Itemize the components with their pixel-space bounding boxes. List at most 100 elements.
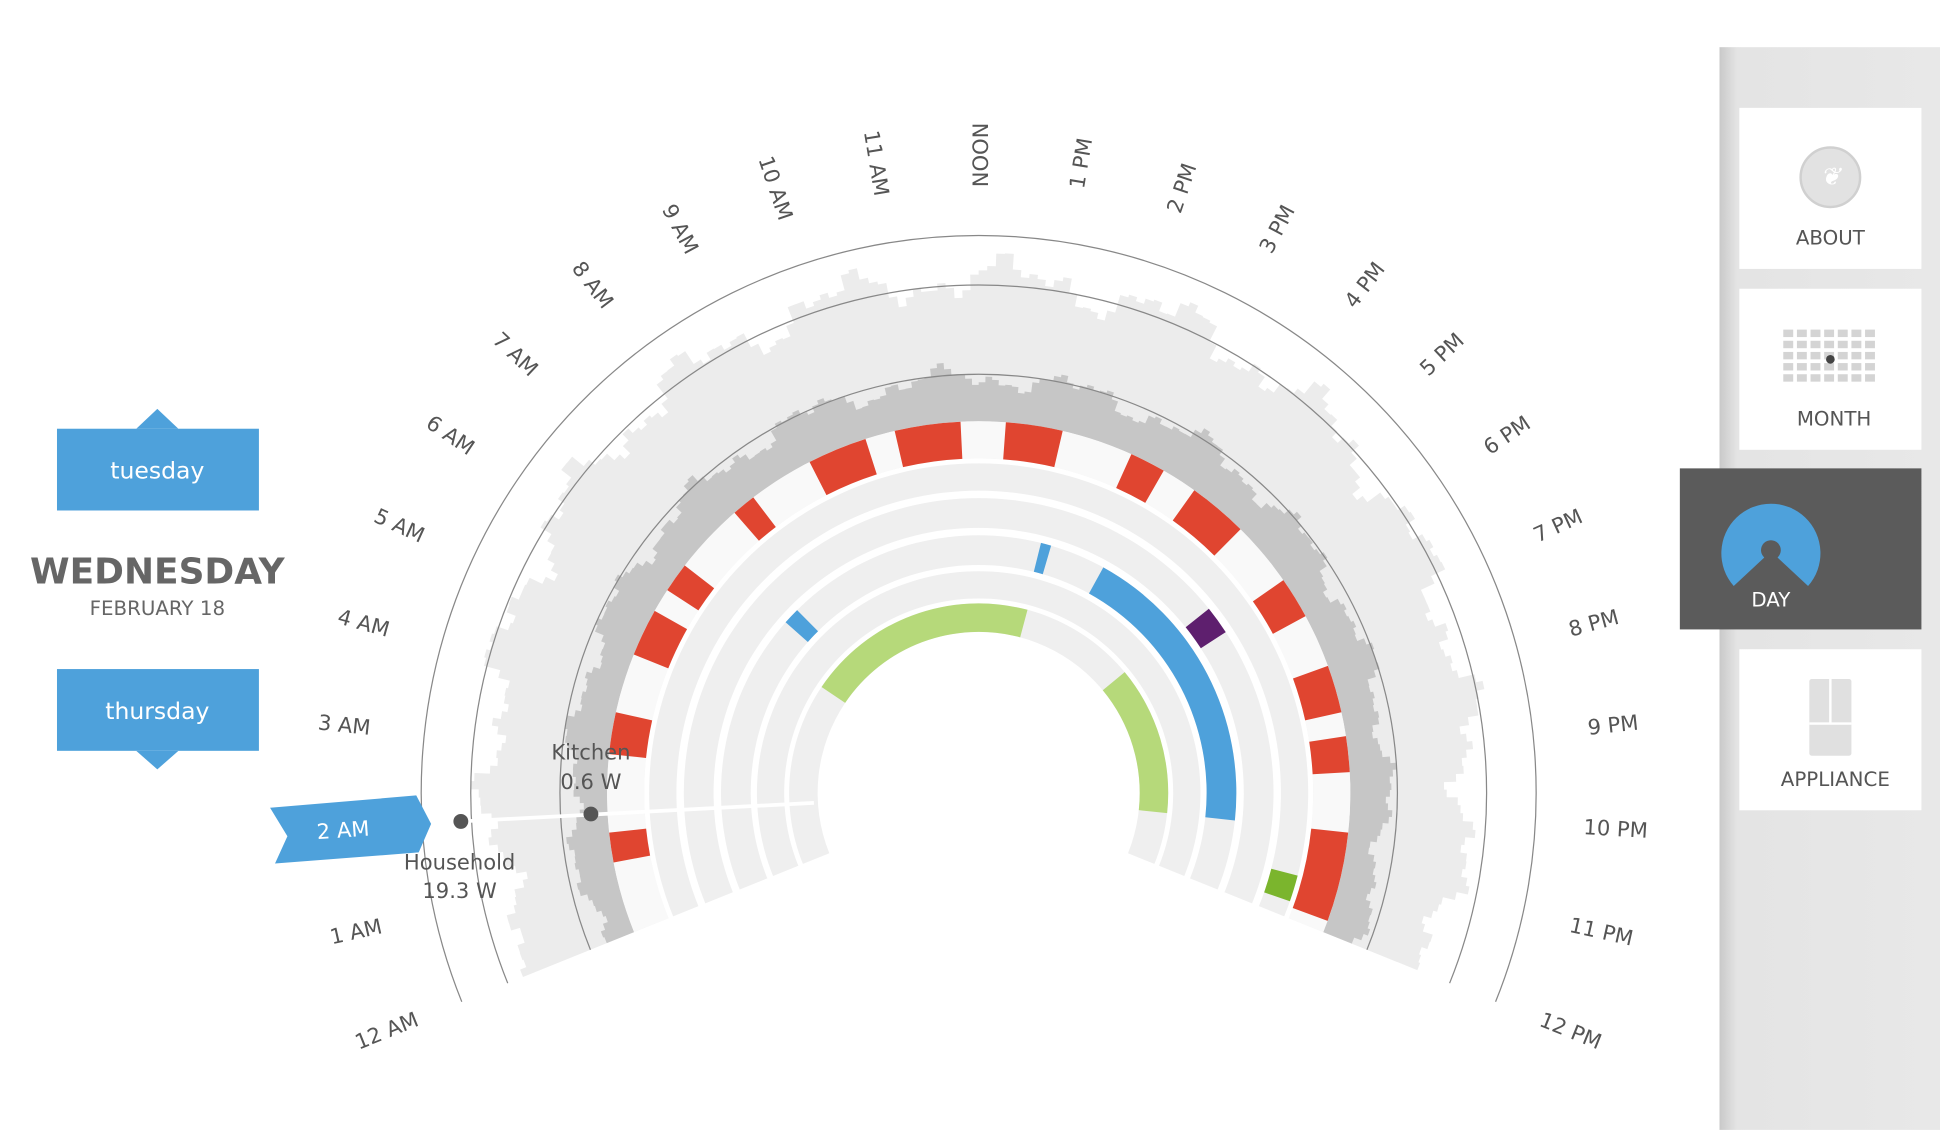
selected-hour-label: 2 AM <box>316 816 370 845</box>
month-icon-cell <box>1783 351 1794 360</box>
button-label: tuesday <box>110 457 204 485</box>
month-icon-cell <box>1851 329 1862 338</box>
current-day: WEDNESDAY <box>30 552 286 593</box>
readout-value: 19.3 W <box>422 878 497 903</box>
usage-segment <box>734 497 776 541</box>
hour-label: 1 PM <box>1064 136 1097 190</box>
hour-label: 7 AM <box>488 327 543 381</box>
month-icon-cell <box>1810 351 1821 360</box>
month-icon-cell <box>1824 374 1835 382</box>
hour-label: 5 AM <box>370 503 428 548</box>
day-clock: 12 AM 1 AM 3 AM 4 AM 5 AM 6 AM7 AM 8 AM 9 AM 10 … <box>317 123 1649 1055</box>
usage-segment <box>1292 665 1342 721</box>
nav-item[interactable]: APPLIANCE <box>1739 649 1922 811</box>
usage-segment <box>1102 672 1169 814</box>
month-icon-cell <box>1824 329 1835 338</box>
hour-label: 6 AM <box>422 410 480 460</box>
usage-segment <box>609 712 653 758</box>
month-icon-cell <box>1783 329 1794 338</box>
readout-label: Kitchen <box>551 739 630 764</box>
month-icon-cell <box>1837 363 1848 371</box>
hour-label: 12 AM <box>351 1007 422 1055</box>
hour-label: 6 PM <box>1479 410 1535 459</box>
hour-label: 12 PM <box>1536 1007 1605 1054</box>
usage-segment <box>633 610 688 669</box>
nav-item[interactable]: MONTH <box>1739 288 1922 450</box>
month-icon-cell <box>1824 340 1835 349</box>
hour-label: 3 AM <box>317 710 372 740</box>
hour-label: 5 PM <box>1415 327 1469 380</box>
next-day-button[interactable]: thursday <box>56 669 259 770</box>
button-bg <box>56 669 259 751</box>
month-icon-cell <box>1796 374 1807 382</box>
hour-label: 8 AM <box>567 256 619 313</box>
about-icon-text: ❦ <box>1820 162 1842 191</box>
usage-segment <box>1088 567 1237 821</box>
usage-segment <box>821 603 1028 703</box>
usage-segment <box>1185 608 1226 649</box>
month-icon-cell <box>1851 351 1862 360</box>
hour-label: 4 AM <box>335 604 392 642</box>
sidebar-items: ❦ ABOUT MONTH DAY APPLIANCE <box>1679 107 1922 811</box>
month-icon-cell <box>1783 363 1794 371</box>
usage-segment <box>1033 542 1052 575</box>
month-icon-dot <box>1826 355 1835 364</box>
arrow-up <box>136 408 179 429</box>
about-icon <box>1799 146 1862 209</box>
hour-label: 10 PM <box>1583 814 1649 843</box>
household-dot <box>453 814 469 829</box>
usage-segment <box>1264 868 1298 902</box>
usage-segment <box>667 565 715 611</box>
hour-label: 9 AM <box>657 200 704 258</box>
hour-label: 11 PM <box>1567 912 1635 950</box>
usage-background <box>471 253 1485 978</box>
hour-label: 9 PM <box>1586 710 1639 740</box>
hour-label: 2 PM <box>1161 160 1201 216</box>
month-icon-cell <box>1783 374 1794 382</box>
usage-segment <box>894 421 963 468</box>
nav-item[interactable]: DAY <box>1679 468 1922 630</box>
month-icon-cell <box>1810 374 1821 382</box>
arrow-down <box>136 750 179 770</box>
readout-line <box>460 800 815 824</box>
previous-day-button[interactable]: tuesday <box>56 408 259 511</box>
month-icon-cell <box>1837 329 1848 338</box>
month-icon-cell <box>1865 329 1875 338</box>
month-icon-cell <box>1837 374 1848 382</box>
month-icon-cell <box>1796 363 1807 371</box>
month-icon-cell <box>1796 351 1807 360</box>
nav-item[interactable]: ❦ ABOUT <box>1739 107 1922 269</box>
flag-shape <box>270 795 432 864</box>
month-icon-cell <box>1851 363 1862 371</box>
usage-segment <box>785 610 819 642</box>
usage-segment <box>609 828 651 863</box>
month-icon-cell <box>1837 351 1848 360</box>
usage-segment <box>1292 828 1349 921</box>
month-icon-cell <box>1851 340 1862 349</box>
kitchen-dot <box>583 806 599 822</box>
month-icon-cell <box>1810 340 1821 349</box>
month-icon-cell <box>1796 340 1807 349</box>
hour-label: 11 AM <box>859 129 894 198</box>
selected-hour-flag[interactable]: 2 AM <box>270 795 432 864</box>
hour-label: 1 AM <box>327 913 384 949</box>
hour-label: NOON <box>968 123 993 188</box>
month-icon-cell <box>1851 374 1862 382</box>
usage-segment <box>1003 422 1063 468</box>
readout-value: 0.6 W <box>560 769 621 794</box>
month-icon-cell <box>1837 340 1848 349</box>
nav-label: APPLIANCE <box>1781 768 1890 791</box>
month-icon-cell <box>1865 374 1875 382</box>
clock-circle <box>559 373 1398 951</box>
usage-segment <box>809 438 877 496</box>
clock-circle <box>470 284 1488 984</box>
day-icon-dot <box>1760 540 1781 561</box>
usage-segment <box>1252 580 1306 634</box>
hour-label: 8 PM <box>1566 604 1622 642</box>
hour-label: 10 AM <box>753 153 798 224</box>
nav-label: MONTH <box>1797 408 1872 431</box>
month-icon-cell <box>1824 363 1835 371</box>
button-bg <box>56 428 259 511</box>
